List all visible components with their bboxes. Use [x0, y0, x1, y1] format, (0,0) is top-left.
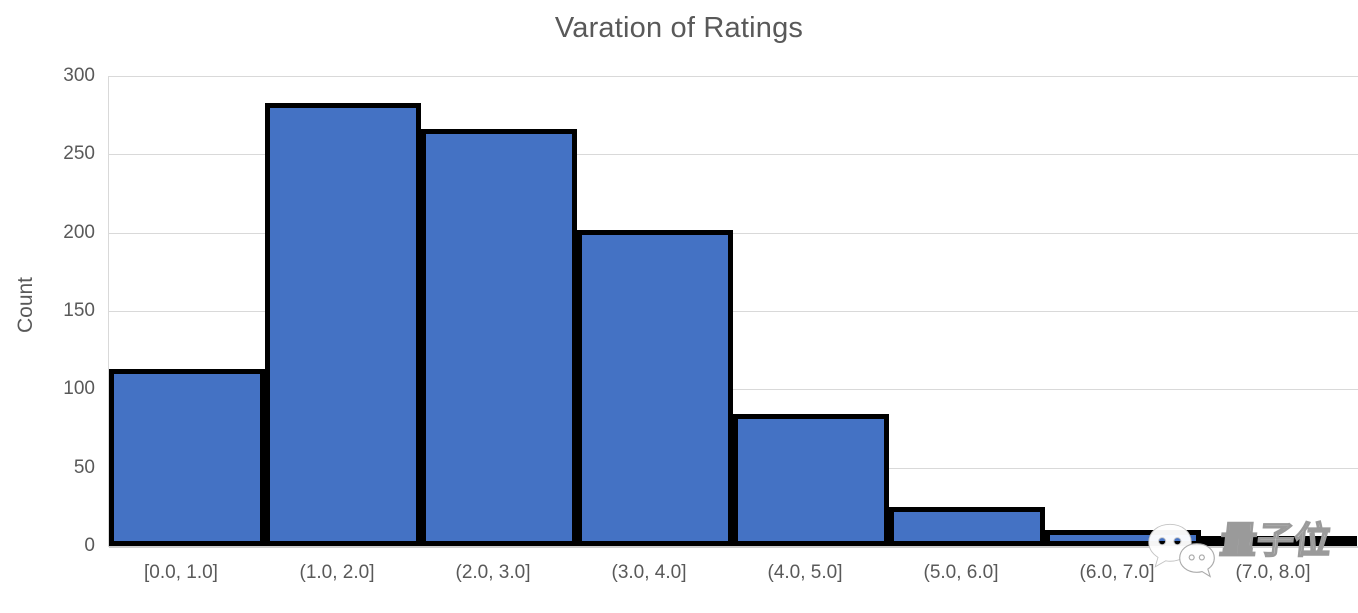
x-tick-label: (5.0, 6.0]: [923, 562, 999, 583]
wechat-chat-bubbles-icon: [1148, 523, 1215, 578]
histogram-bar: [733, 414, 889, 546]
x-tick-label: [0.0, 1.0]: [144, 562, 218, 583]
histogram-bar: [109, 368, 265, 546]
gridline: [109, 76, 1358, 77]
watermark-label: 量子位: [1217, 519, 1334, 562]
y-tick-label: 0: [84, 535, 95, 556]
y-tick-label: 200: [63, 221, 95, 243]
x-tick-label: (1.0, 2.0]: [299, 562, 375, 583]
x-tick-label: (2.0, 3.0]: [455, 562, 531, 583]
x-axis-line: [109, 546, 1358, 548]
x-tick-label: (4.0, 5.0]: [767, 562, 843, 583]
x-tick-label: (6.0, 7.0]: [1079, 562, 1155, 583]
histogram-bar: [577, 229, 733, 546]
y-tick-label: 150: [63, 300, 95, 321]
watermark: 量子位: [1146, 519, 1334, 583]
plot-area: [109, 76, 1358, 548]
gridline: [109, 311, 1358, 312]
y-tick-label: 250: [63, 143, 95, 165]
y-tick-label: 100: [63, 378, 95, 400]
x-tick-label: (3.0, 4.0]: [611, 562, 687, 583]
y-tick-label: 50: [73, 456, 95, 478]
y-axis-line: [108, 76, 109, 547]
gridline: [109, 389, 1358, 391]
gridline: [109, 154, 1358, 156]
histogram-bar: [889, 506, 1045, 546]
gridline: [109, 232, 1358, 234]
histogram-bar: [421, 129, 577, 546]
histogram-bar: [265, 102, 421, 546]
x-tick-label: (7.0, 8.0]: [1235, 562, 1311, 583]
chart-title: Varation of Ratings: [554, 12, 804, 44]
histogram-bar: [1201, 536, 1357, 546]
y-tick-label: 300: [63, 65, 95, 86]
